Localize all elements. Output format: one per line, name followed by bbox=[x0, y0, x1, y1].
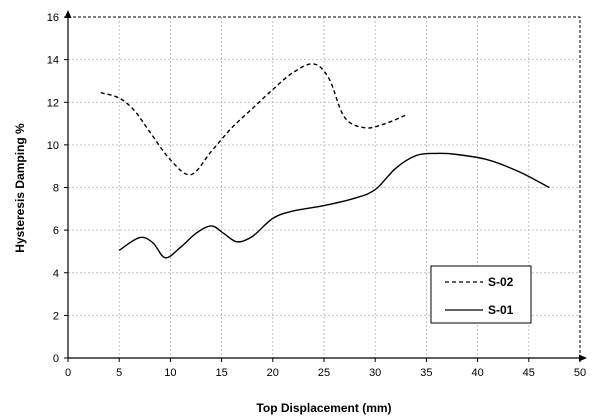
x-tick-label: 40 bbox=[471, 367, 483, 379]
y-tick-label: 0 bbox=[53, 353, 59, 365]
y-tick-label: 8 bbox=[53, 183, 59, 195]
x-tick-label: 30 bbox=[369, 367, 381, 379]
axes bbox=[64, 10, 587, 362]
x-tick-label: 50 bbox=[574, 367, 586, 379]
legend-label-s-01: S-01 bbox=[488, 303, 514, 317]
y-tick-label: 12 bbox=[47, 97, 59, 109]
y-tick-label: 10 bbox=[47, 140, 59, 152]
x-tick-label: 5 bbox=[116, 367, 122, 379]
x-tick-label: 20 bbox=[267, 367, 279, 379]
legend-box bbox=[430, 265, 532, 324]
x-axis-title: Top Displacement (mm) bbox=[256, 401, 391, 415]
legend-label-s-02: S-02 bbox=[488, 275, 514, 289]
series-line-s-02 bbox=[100, 63, 407, 176]
series-layer bbox=[100, 63, 550, 259]
y-tick-label: 16 bbox=[47, 12, 59, 24]
x-tick-label: 45 bbox=[523, 367, 535, 379]
x-tick-label: 25 bbox=[318, 367, 330, 379]
y-axis-arrow-icon bbox=[64, 10, 72, 18]
series-line-s-01 bbox=[118, 152, 550, 259]
y-axis-title: Hysteresis Damping % bbox=[13, 123, 27, 253]
x-tick-label: 0 bbox=[65, 367, 71, 379]
y-tick-label: 4 bbox=[53, 268, 59, 280]
x-axis-arrow-icon bbox=[579, 354, 587, 362]
x-tick-label: 15 bbox=[215, 367, 227, 379]
x-tick-label: 10 bbox=[164, 367, 176, 379]
y-tick-label: 2 bbox=[53, 310, 59, 322]
y-tick-label: 14 bbox=[47, 55, 59, 67]
x-tick-label: 35 bbox=[420, 367, 432, 379]
tick-labels: 0 5 10 15 20 25 30 35 40 45 50 0 2 4 6 8 10 12 14 16 bbox=[47, 12, 586, 379]
y-tick-label: 6 bbox=[53, 225, 59, 237]
legend: S-02 S-01 bbox=[430, 265, 532, 324]
